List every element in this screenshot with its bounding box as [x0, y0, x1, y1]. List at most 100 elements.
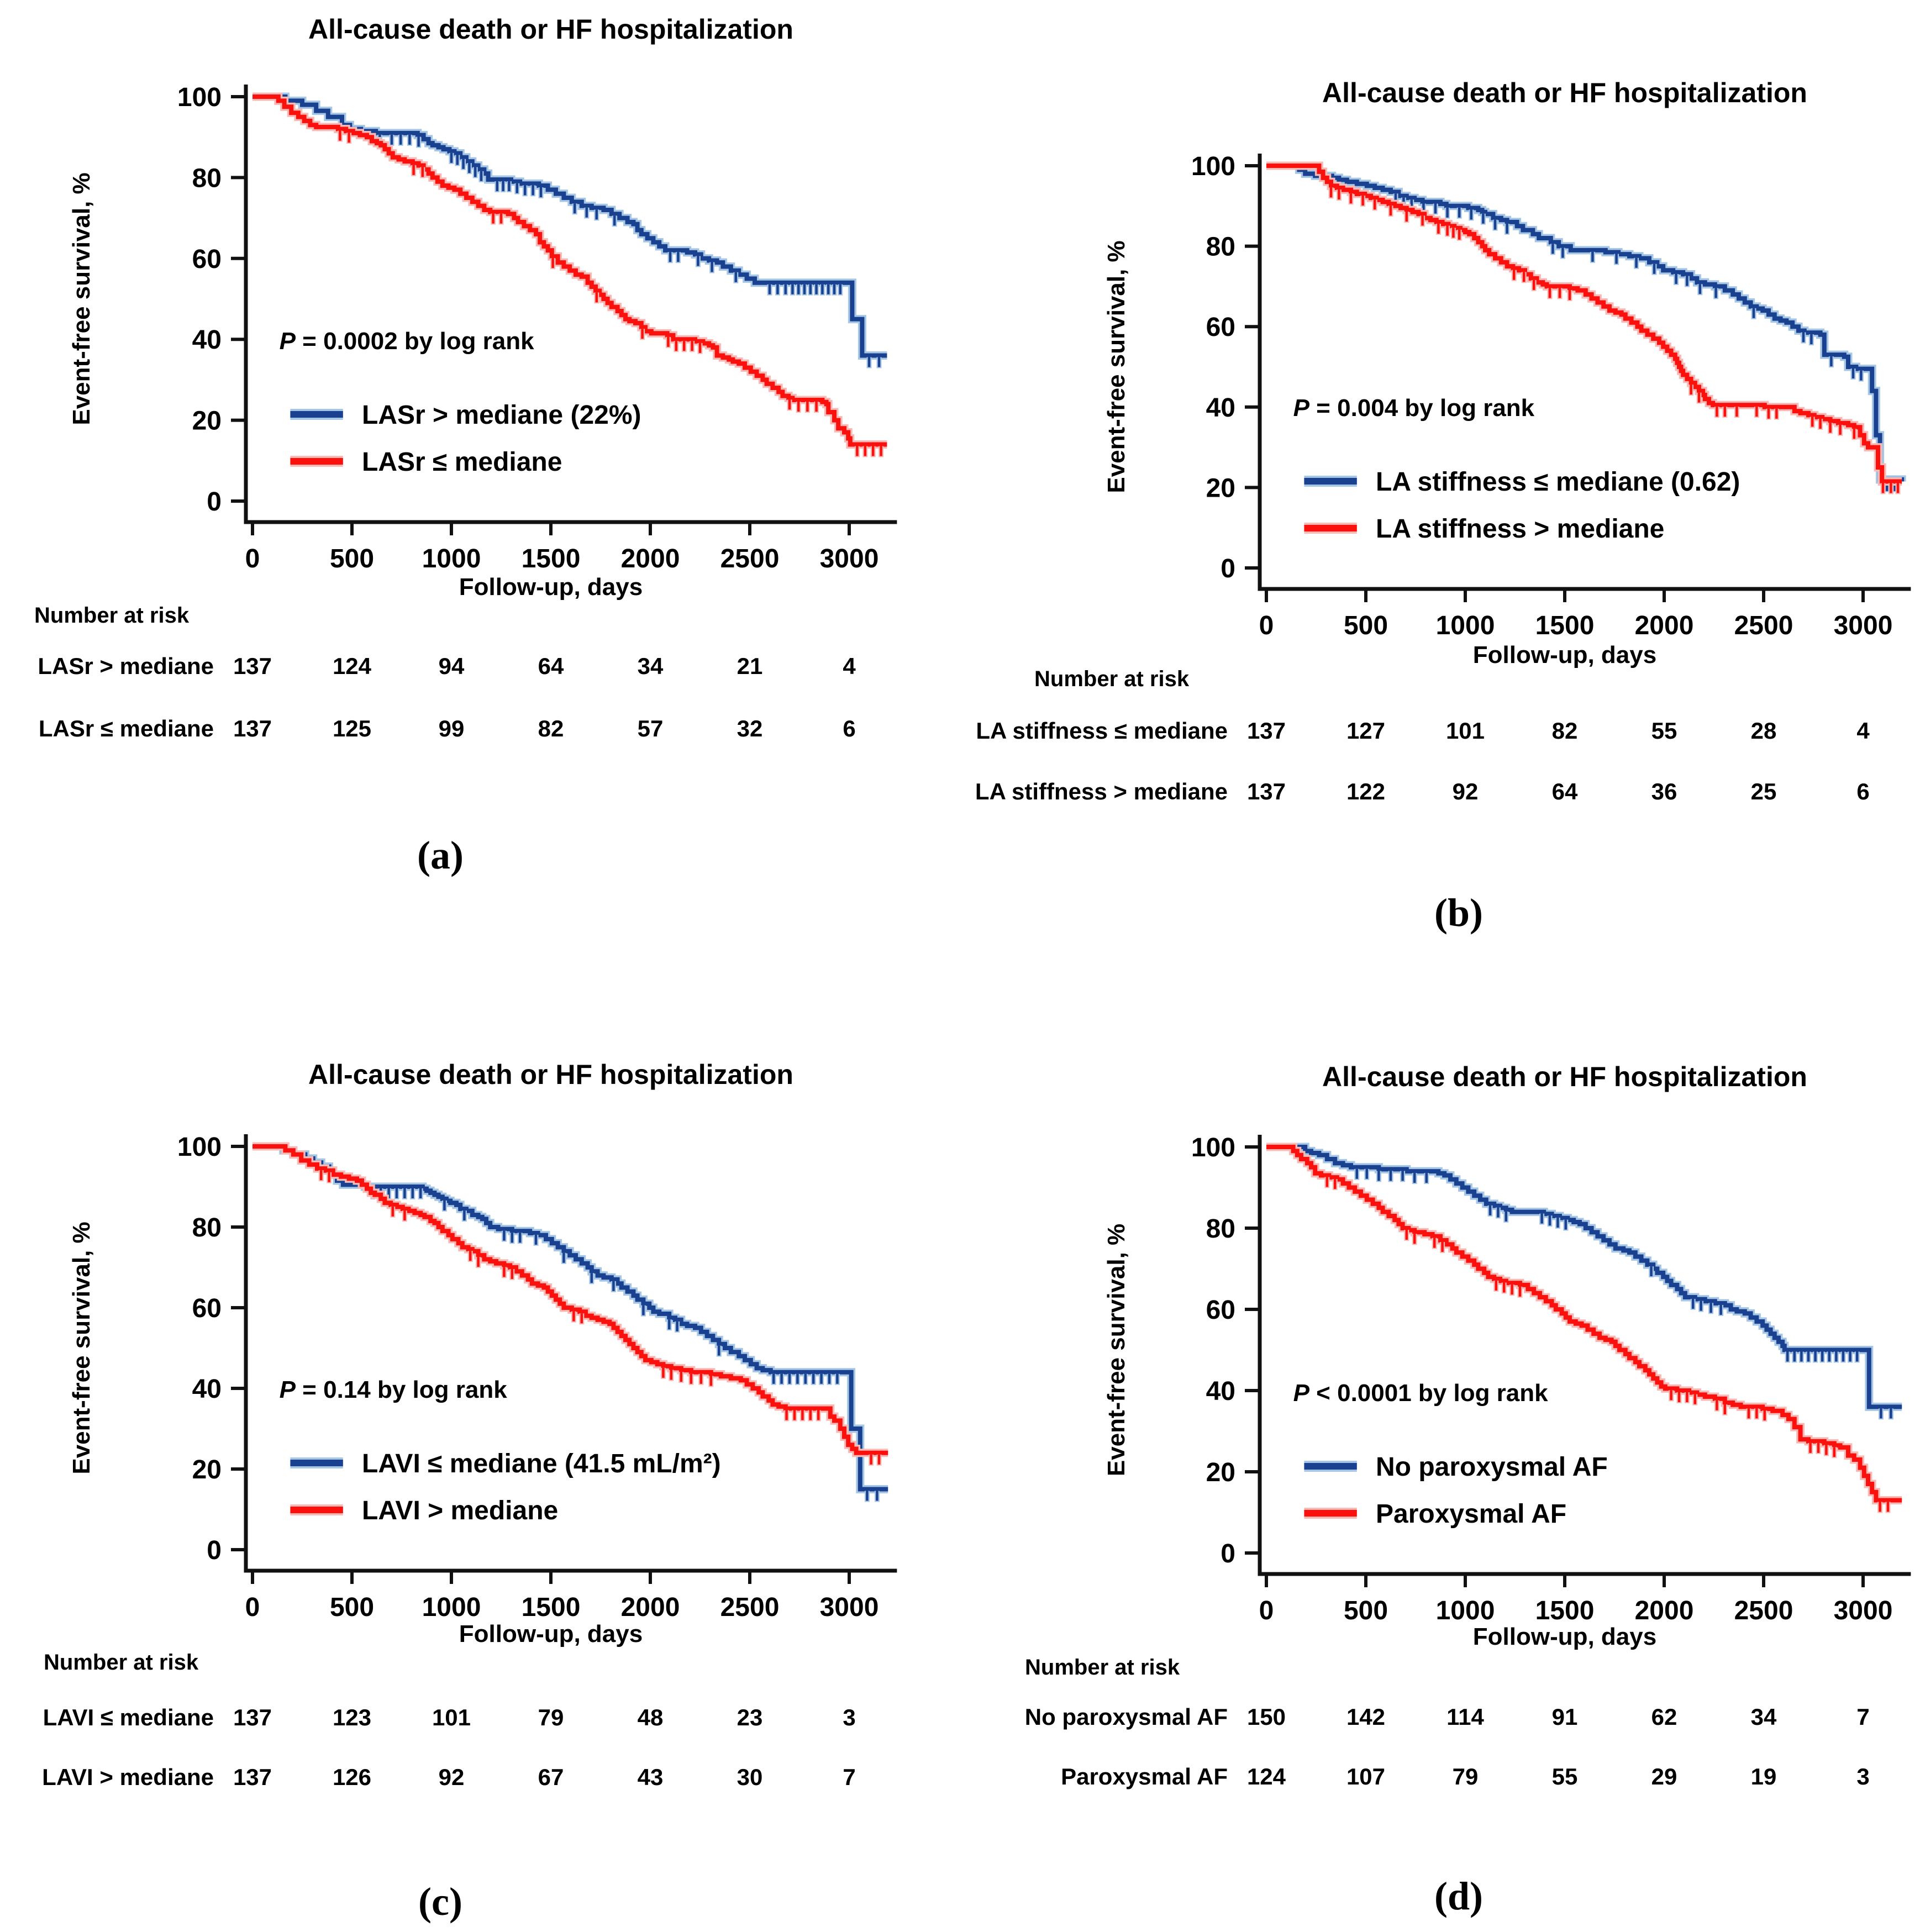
- risk-table-header: Number at risk: [34, 603, 190, 628]
- p-text: = 0.004 by log rank: [1309, 394, 1535, 422]
- risk-count: 19: [1751, 1763, 1777, 1789]
- panel-letter: (a): [417, 833, 464, 877]
- y-tick-label: 40: [1206, 1377, 1235, 1406]
- x-axis-label: Follow-up, days: [459, 573, 643, 601]
- chart-title: All-cause death or HF hospitalization: [1322, 1061, 1807, 1092]
- x-axis-label: Follow-up, days: [1473, 1623, 1656, 1650]
- y-tick-label: 100: [1191, 152, 1235, 181]
- y-tick-label: 20: [1206, 473, 1235, 503]
- risk-count: 124: [333, 653, 372, 679]
- y-tick-label: 40: [192, 325, 222, 355]
- risk-count: 28: [1751, 718, 1777, 744]
- p-text: < 0.0001 by log rank: [1309, 1380, 1548, 1407]
- risk-count: 7: [1856, 1704, 1869, 1730]
- axes: [244, 85, 897, 524]
- risk-count: 127: [1346, 718, 1385, 744]
- chart-title: All-cause death or HF hospitalization: [308, 14, 793, 45]
- y-tick-label: 20: [192, 407, 222, 436]
- x-tick-label: 3000: [1834, 1596, 1893, 1625]
- risk-count: 142: [1346, 1704, 1385, 1730]
- risk-count: 79: [1453, 1763, 1479, 1789]
- p-value-annotation: P = 0.0002 by log rank: [280, 328, 535, 355]
- y-tick-label: 100: [1191, 1133, 1235, 1162]
- p-value-annotation: P = 0.14 by log rank: [280, 1376, 508, 1403]
- legend-label: LA stiffness ≤ mediane (0.62): [1376, 467, 1740, 497]
- risk-count: 6: [843, 715, 855, 741]
- risk-row-label: Paroxysmal AF: [1061, 1763, 1228, 1789]
- risk-count: 91: [1552, 1704, 1578, 1730]
- risk-count: 92: [1453, 778, 1479, 804]
- x-tick-label: 3000: [820, 1593, 879, 1622]
- legend-label: LASr > mediane (22%): [362, 401, 641, 430]
- risk-count: 150: [1247, 1704, 1286, 1730]
- risk-row-label: LAVI ≤ mediane: [43, 1704, 214, 1730]
- km-curve-halo-blue: [1266, 1143, 1902, 1411]
- risk-count: 6: [1856, 778, 1869, 804]
- legend-label: LAVI > mediane: [362, 1496, 558, 1525]
- x-tick-label: 2000: [1635, 611, 1694, 640]
- risk-count: 137: [233, 715, 272, 741]
- y-tick-label: 60: [192, 245, 222, 274]
- risk-row-label: No paroxysmal AF: [1025, 1704, 1228, 1730]
- risk-count: 36: [1651, 778, 1677, 804]
- legend-label: LASr ≤ mediane: [362, 448, 562, 477]
- risk-row-label: LA stiffness ≤ mediane: [976, 718, 1228, 744]
- risk-table-header: Number at risk: [44, 1650, 199, 1675]
- risk-count: 34: [638, 653, 664, 679]
- y-axis-label: Event-free survival, %: [68, 1222, 95, 1474]
- risk-row-label: LA stiffness > mediane: [975, 778, 1228, 804]
- risk-count: 55: [1651, 718, 1677, 744]
- risk-count: 122: [1346, 778, 1385, 804]
- risk-count: 29: [1651, 1763, 1677, 1789]
- x-tick-label: 500: [1344, 1596, 1388, 1625]
- y-axis-label: Event-free survival, %: [68, 172, 95, 425]
- risk-count: 30: [737, 1764, 763, 1790]
- risk-count: 79: [538, 1704, 564, 1730]
- risk-count: 34: [1751, 1704, 1777, 1730]
- axes: [244, 1134, 897, 1573]
- risk-count: 92: [439, 1764, 465, 1790]
- x-tick-label: 500: [330, 544, 374, 573]
- risk-count: 137: [1247, 718, 1286, 744]
- x-tick-label: 2500: [1734, 611, 1793, 640]
- x-tick-label: 1000: [1436, 611, 1495, 640]
- p-symbol: P: [280, 328, 296, 355]
- legend-label: LAVI ≤ mediane (41.5 mL/m²): [362, 1449, 721, 1478]
- risk-count: 64: [1552, 778, 1578, 804]
- p-symbol: P: [1293, 1380, 1310, 1407]
- risk-count: 43: [638, 1764, 664, 1790]
- risk-count: 62: [1651, 1704, 1677, 1730]
- legend-label: No paroxysmal AF: [1376, 1452, 1608, 1482]
- y-tick-label: 0: [207, 1536, 222, 1565]
- risk-row-label: LAVI > mediane: [42, 1764, 214, 1790]
- risk-count: 48: [638, 1704, 664, 1730]
- km-curve-red: [253, 1144, 888, 1455]
- x-tick-label: 0: [245, 1593, 260, 1622]
- risk-count: 21: [737, 653, 763, 679]
- y-tick-label: 80: [1206, 233, 1235, 262]
- y-tick-label: 40: [192, 1375, 222, 1404]
- y-tick-label: 20: [192, 1455, 222, 1484]
- km-curve-red: [1266, 1145, 1902, 1503]
- x-tick-label: 3000: [820, 544, 879, 573]
- risk-count: 23: [737, 1704, 763, 1730]
- x-tick-label: 0: [1259, 1596, 1274, 1625]
- risk-count: 57: [638, 715, 664, 741]
- x-tick-label: 500: [1344, 611, 1388, 640]
- km-curve-halo-blue: [1266, 161, 1906, 484]
- y-tick-label: 80: [1206, 1214, 1235, 1244]
- x-tick-label: 1000: [1436, 1596, 1495, 1625]
- p-value-annotation: P < 0.0001 by log rank: [1293, 1380, 1549, 1407]
- risk-count: 114: [1446, 1704, 1484, 1730]
- x-tick-label: 1500: [522, 1593, 581, 1622]
- risk-table-header: Number at risk: [1025, 1655, 1180, 1680]
- y-tick-label: 80: [192, 1213, 222, 1243]
- chart-title: All-cause death or HF hospitalization: [1322, 77, 1807, 108]
- risk-row-label: LASr > mediane: [38, 653, 214, 679]
- km-curve-blue: [1266, 164, 1905, 482]
- x-tick-label: 2000: [1635, 1596, 1694, 1625]
- y-axis-label: Event-free survival, %: [1103, 1224, 1130, 1476]
